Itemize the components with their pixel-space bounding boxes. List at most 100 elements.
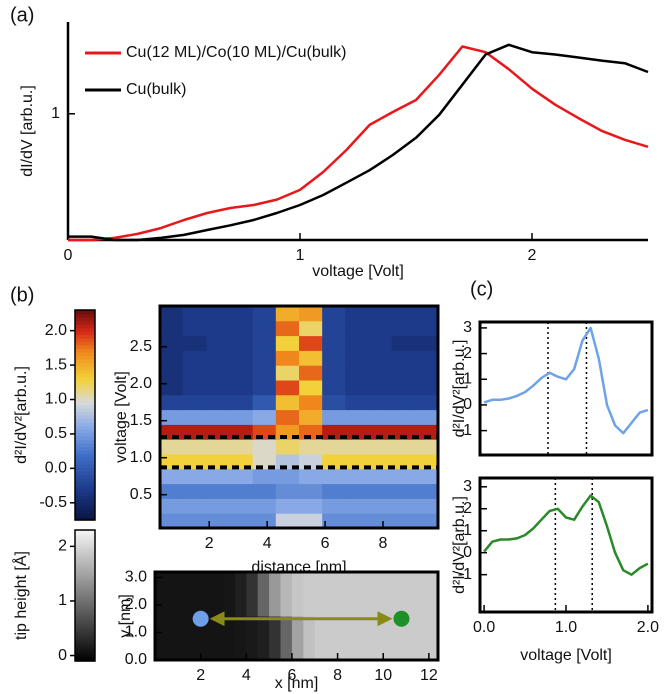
colorbar-swatch	[75, 328, 95, 332]
colorbar-swatch	[75, 356, 95, 360]
colorbar-swatch	[75, 510, 95, 514]
heatmap-cell	[253, 469, 277, 484]
heatmap-cell	[369, 395, 393, 410]
heatmap-cell	[183, 321, 207, 336]
heatmap-cell	[253, 336, 277, 351]
heatmap-cell	[160, 498, 184, 513]
heatmap-cell	[276, 469, 300, 484]
heatmap-cell	[369, 439, 393, 454]
colorbar-swatch	[75, 415, 95, 419]
colorbar-swatch	[75, 370, 95, 374]
heatmap-cell	[183, 395, 207, 410]
data-line	[484, 496, 648, 575]
x-axis-label: x [nm]	[275, 675, 319, 692]
x-tick-label: 4	[242, 667, 251, 684]
heatmap-cell	[183, 336, 207, 351]
heatmap-cell	[338, 572, 350, 617]
heatmap-cell	[235, 616, 247, 661]
heatmap-cell	[160, 306, 184, 321]
heatmap-cell	[345, 410, 369, 425]
heatmap-cell	[392, 395, 416, 410]
heatmap-cell	[299, 321, 323, 336]
heatmap-cell	[369, 365, 393, 380]
heatmap-cell	[230, 336, 254, 351]
heatmap-cell	[276, 336, 300, 351]
y-axis-label: d²I/dV²[arb.u.]	[451, 496, 468, 594]
x-tick-label: 0	[64, 247, 73, 264]
heatmap-cell	[183, 513, 207, 528]
colorbar-label: d²I/dV²[arb.u.]	[13, 366, 30, 464]
heatmap-cell	[212, 616, 224, 661]
heatmap-cell	[322, 321, 346, 336]
heatmap-cell	[345, 469, 369, 484]
colorbar-swatch	[75, 482, 95, 486]
heatmap-cell	[281, 572, 293, 617]
heatmap-cell	[253, 306, 277, 321]
colorbar-tick-label: -0.5	[39, 494, 67, 511]
heatmap-cell	[230, 410, 254, 425]
heatmap-cell	[292, 616, 304, 661]
colorbar-swatch	[75, 317, 95, 321]
heatmap-cell	[369, 321, 393, 336]
heatmap-cell	[322, 484, 346, 499]
y-tick-label: 0.5	[130, 486, 152, 503]
colorbar-tick-label: 1.5	[45, 356, 67, 373]
heatmap-cell	[415, 439, 439, 454]
heatmap-cell	[392, 365, 416, 380]
heatmap-cell	[292, 572, 304, 617]
heatmap-cell	[415, 395, 439, 410]
marker	[193, 611, 209, 627]
heatmap-cell	[183, 469, 207, 484]
heatmap-cell	[392, 336, 416, 351]
colorbar-swatch	[75, 377, 95, 381]
colorbar-tick-label: 0.0	[45, 460, 67, 477]
heatmap-cell	[160, 410, 184, 425]
colorbar-tick-label: 2	[58, 538, 67, 555]
panel-label: (c)	[470, 278, 493, 300]
heatmap-cell	[206, 410, 230, 425]
heatmap-cell	[369, 350, 393, 365]
colorbar-swatch	[75, 478, 95, 482]
heatmap-cell	[160, 380, 184, 395]
heatmap-cell	[415, 321, 439, 336]
x-tick-label: 2	[205, 535, 214, 552]
x-tick-label: 10	[374, 667, 392, 684]
heatmap-cell	[183, 380, 207, 395]
colorbar-swatch	[75, 471, 95, 475]
colorbar-swatch	[75, 391, 95, 395]
heatmap-cell	[230, 350, 254, 365]
legend-label: Cu(12 ML)/Co(10 ML)/Cu(bulk)	[126, 44, 347, 61]
heatmap-cell	[155, 572, 167, 617]
heatmap-cell	[392, 306, 416, 321]
heatmap-cell	[253, 365, 277, 380]
heatmap-cell	[392, 410, 416, 425]
heatmap-cell	[230, 498, 254, 513]
heatmap-cell	[230, 469, 254, 484]
heatmap-cell	[345, 395, 369, 410]
heatmap-cell	[299, 439, 323, 454]
heatmap-cell	[345, 321, 369, 336]
heatmap-cell	[160, 513, 184, 528]
colorbar-swatch	[75, 408, 95, 412]
colorbar-swatch	[75, 447, 95, 451]
data-line	[484, 328, 648, 433]
heatmap-cell	[322, 498, 346, 513]
colorbar-swatch	[75, 464, 95, 468]
heatmap-cell	[345, 498, 369, 513]
y-tick-label: 1.0	[130, 449, 152, 466]
heatmap-cell	[322, 410, 346, 425]
colorbar-swatch	[75, 485, 95, 489]
heatmap-cell	[235, 572, 247, 617]
heatmap-cell	[178, 616, 190, 661]
heatmap-cell	[360, 616, 372, 661]
x-tick-label: 1.0	[555, 619, 577, 636]
heatmap-cell	[369, 513, 393, 528]
colorbar-swatch	[75, 475, 95, 479]
heatmap-cell	[281, 616, 293, 661]
heatmap-cell	[369, 380, 393, 395]
heatmap-cell	[276, 306, 300, 321]
x-tick-label: 0.0	[473, 619, 495, 636]
heatmap-cell	[415, 306, 439, 321]
colorbar-swatch	[75, 429, 95, 433]
x-tick-label: 2	[528, 247, 537, 264]
